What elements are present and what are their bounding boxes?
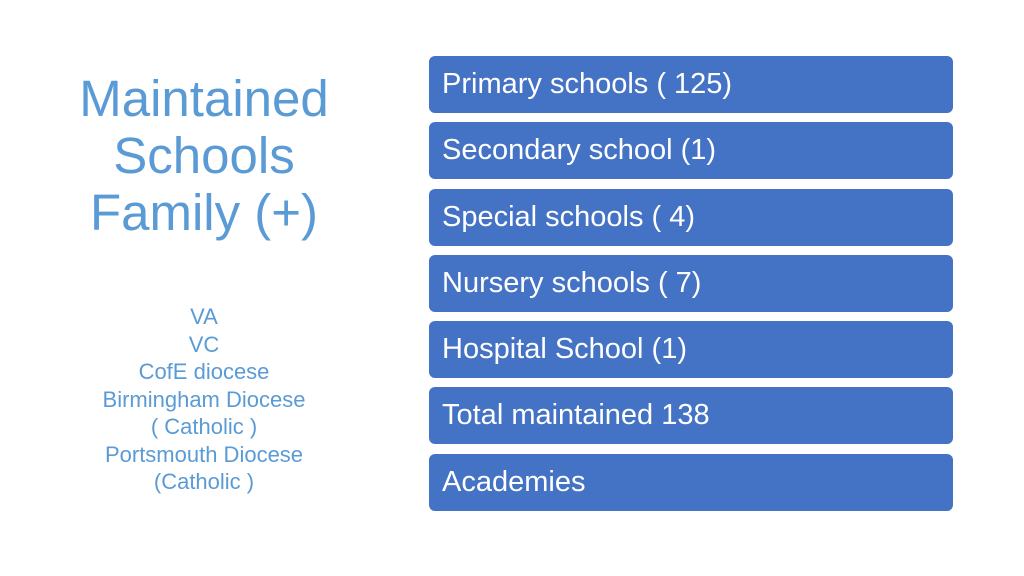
school-type-item: VA — [190, 304, 218, 329]
school-type-item: VC — [188, 331, 220, 357]
school-type-item: Birmingham Diocese — [102, 386, 306, 412]
school-type-item: ( Catholic ) — [150, 414, 258, 439]
box-academies: Academies — [429, 453, 953, 511]
school-type-item: (Catholic ) — [153, 469, 255, 494]
school-types-list: VA VC CofE diocese Birmingham Diocese ( … — [64, 303, 344, 496]
title-line: Maintained — [79, 70, 329, 127]
school-type-item: CofE diocese — [138, 359, 270, 384]
school-type-item: Portsmouth Diocese — [104, 441, 304, 467]
box-total-maintained: Total maintained 138 — [429, 387, 953, 445]
box-primary-schools: Primary schools ( 125) — [429, 56, 953, 113]
slide-title: Maintained Schools Family (+) — [44, 70, 364, 241]
title-line: Schools — [113, 127, 295, 184]
box-special-schools: Special schools ( 4) — [429, 188, 953, 246]
box-hospital-school: Hospital School (1) — [429, 321, 953, 379]
category-boxes: Primary schools ( 125) Secondary school … — [429, 56, 953, 520]
box-secondary-school: Secondary school (1) — [429, 122, 953, 180]
title-line: Family (+) — [89, 184, 319, 241]
box-nursery-schools: Nursery schools ( 7) — [429, 254, 953, 312]
